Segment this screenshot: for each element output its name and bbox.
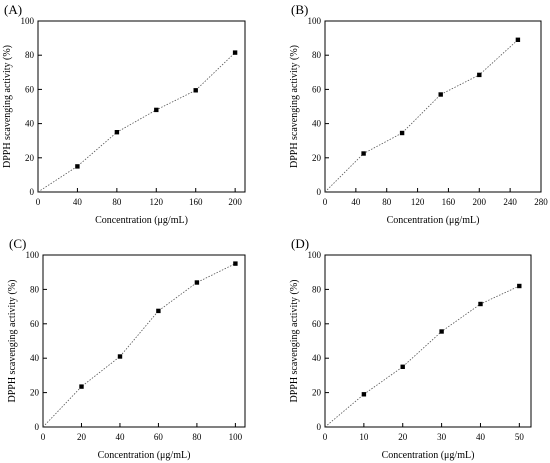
- data-point: [439, 329, 444, 334]
- y-axis-title: DPPH scavenging activity (%): [289, 279, 300, 402]
- series-line: [324, 39, 519, 193]
- chart-panel-4: 0 10 20 30 40 50 0 20 40 60 80 100 Concentration (μg…: [289, 236, 532, 461]
- y-tick-label: 100: [308, 250, 322, 260]
- data-point: [517, 283, 522, 289]
- y-tick-label: 60: [312, 319, 322, 329]
- x-tick-label: 0: [323, 197, 328, 207]
- y-tick-label: 20: [30, 388, 40, 398]
- data-point: [193, 88, 198, 93]
- data-point: [194, 280, 200, 285]
- y-tick-label: 80: [25, 50, 35, 60]
- panel-label: (A): [4, 2, 22, 17]
- data-point: [232, 50, 238, 55]
- x-tick-label: 120: [150, 197, 164, 207]
- y-axis-title: DPPH scavenging activity (%): [289, 45, 300, 168]
- x-tick-label: 0: [323, 432, 328, 442]
- y-tick-label: 100: [21, 16, 35, 26]
- y-tick-label: 100: [308, 16, 322, 26]
- chart-panel-2: 0 40 80 120 160 200 240 280 0 20 40 60 80 100 Concentr…: [289, 2, 548, 226]
- data-point: [515, 37, 521, 42]
- y-tick-label: 60: [312, 84, 322, 94]
- data-point: [156, 308, 161, 314]
- data-point: [233, 261, 238, 266]
- chart-panel-3: 0 20 40 60 80 100 0 20 40 60 80 100 Concentration (μ…: [7, 236, 246, 461]
- y-tick-label: 80: [30, 284, 40, 294]
- data-point: [361, 151, 366, 156]
- x-tick-label: 120: [411, 197, 425, 207]
- y-tick-label: 0: [317, 187, 322, 197]
- x-tick-label: 100: [229, 432, 243, 442]
- y-tick-label: 40: [312, 119, 322, 129]
- panel-label: (C): [9, 236, 26, 251]
- data-point: [478, 301, 483, 307]
- panel-label: (B): [291, 2, 308, 17]
- x-tick-label: 280: [534, 197, 548, 207]
- data-point: [438, 92, 443, 97]
- data-point: [79, 384, 84, 389]
- x-tick-label: 160: [442, 197, 456, 207]
- plot-frame: [324, 254, 532, 428]
- x-tick-label: 80: [112, 197, 122, 207]
- series-line: [324, 285, 520, 428]
- y-tick-label: 100: [26, 250, 40, 260]
- x-tick-label: 240: [503, 197, 517, 207]
- data-point: [154, 107, 159, 113]
- series-line: [42, 263, 236, 428]
- x-tick-label: 40: [351, 197, 361, 207]
- x-tick-label: 40: [476, 432, 486, 442]
- plot-frame: [37, 20, 246, 193]
- x-tick-label: 200: [473, 197, 487, 207]
- x-tick-label: 40: [115, 432, 125, 442]
- y-tick-label: 0: [30, 187, 35, 197]
- x-tick-label: 80: [382, 197, 392, 207]
- data-point: [117, 354, 123, 359]
- y-tick-label: 0: [35, 422, 40, 432]
- x-tick-label: 0: [36, 197, 41, 207]
- y-tick-label: 60: [25, 84, 35, 94]
- x-tick-label: 40: [73, 197, 83, 207]
- y-tick-label: 80: [312, 284, 322, 294]
- panel-label: (D): [291, 236, 309, 251]
- data-point: [477, 72, 482, 78]
- y-tick-label: 0: [317, 422, 322, 432]
- x-tick-label: 80: [192, 432, 202, 442]
- x-tick-label: 200: [228, 197, 242, 207]
- y-axis-title: DPPH scavenging activity (%): [2, 45, 13, 168]
- y-tick-label: 20: [25, 153, 35, 163]
- x-tick-label: 20: [77, 432, 87, 442]
- y-tick-label: 20: [312, 153, 322, 163]
- data-point: [361, 392, 367, 397]
- x-axis-title: Concentration (μg/mL): [95, 215, 188, 226]
- plot-frame: [42, 254, 246, 428]
- plot-frame: [324, 20, 542, 193]
- y-tick-label: 20: [312, 388, 322, 398]
- x-tick-label: 30: [437, 432, 447, 442]
- chart-panel-1: 0 40 80 120 160 200 0 20 40 60 80 100 Concentration …: [2, 2, 246, 226]
- data-point: [400, 364, 405, 369]
- y-tick-label: 40: [30, 353, 40, 363]
- x-tick-label: 10: [359, 432, 369, 442]
- x-axis-title: Concentration (μg/mL): [382, 450, 475, 461]
- x-tick-label: 0: [41, 432, 46, 442]
- x-tick-label: 20: [398, 432, 408, 442]
- y-axis-title: DPPH scavenging activity (%): [7, 279, 18, 402]
- data-point: [75, 164, 80, 169]
- series-line: [37, 52, 236, 193]
- y-tick-label: 80: [312, 50, 322, 60]
- y-tick-label: 40: [25, 119, 35, 129]
- x-axis-title: Concentration (μg/mL): [98, 450, 191, 461]
- y-tick-label: 40: [312, 353, 322, 363]
- data-point: [114, 130, 120, 135]
- data-point: [399, 130, 405, 136]
- x-tick-label: 60: [154, 432, 164, 442]
- x-tick-label: 160: [189, 197, 203, 207]
- x-tick-label: 50: [515, 432, 525, 442]
- y-tick-label: 60: [30, 319, 40, 329]
- x-axis-title: Concentration (μg/mL): [387, 215, 480, 226]
